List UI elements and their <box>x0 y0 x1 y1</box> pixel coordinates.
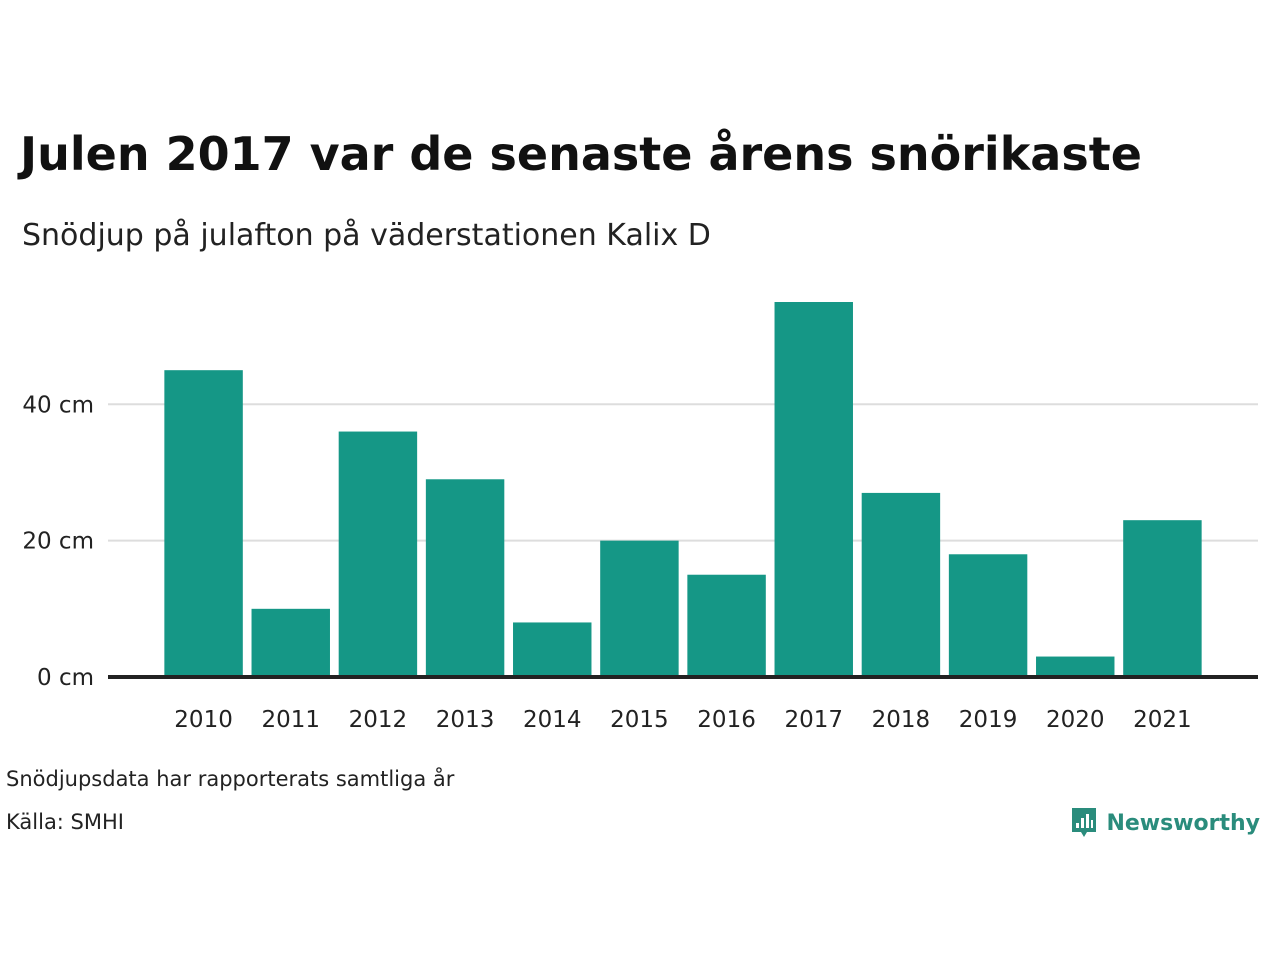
axes: 0 cm 20 cm 40 cm 2010 2011 2012 2013 2014 2015 20… <box>22 392 1258 733</box>
newsworthy-logo: Newsworthy <box>1070 806 1260 840</box>
x-tick-label: 2013 <box>436 707 495 733</box>
bar-2017 <box>774 302 853 677</box>
bar-2018 <box>861 492 941 677</box>
x-tick-label: 2018 <box>872 707 931 733</box>
logo-text: Newsworthy <box>1106 810 1260 836</box>
bar-2013 <box>425 479 505 677</box>
y-tick-label: 0 cm <box>37 665 94 691</box>
x-tick-label: 2017 <box>784 707 843 733</box>
chart-title: Julen 2017 var de senaste årens snörikas… <box>20 127 1142 181</box>
x-tick-label: 2015 <box>610 707 669 733</box>
x-tick-label: 2011 <box>261 707 320 733</box>
bar-2014 <box>513 622 592 677</box>
bar-2019 <box>948 554 1028 677</box>
bar-chart-speech-bubble-icon <box>1072 808 1097 837</box>
chart-subtitle: Snödjup på julafton på väderstationen Ka… <box>22 218 711 253</box>
source-note: Källa: SMHI <box>6 810 124 834</box>
bar-2010 <box>164 370 243 677</box>
footnote: Snödjupsdata har rapporterats samtliga å… <box>6 767 455 791</box>
x-tick-label: 2012 <box>349 707 408 733</box>
x-tick-label: 2021 <box>1133 707 1192 733</box>
y-tick-label: 20 cm <box>22 529 94 555</box>
x-tick-label: 2019 <box>959 707 1018 733</box>
x-tick-label: 2016 <box>697 707 756 733</box>
x-tick-label: 2010 <box>174 707 233 733</box>
x-tick-label: 2020 <box>1046 707 1105 733</box>
bar-2015 <box>600 540 679 677</box>
x-tick-label: 2014 <box>523 707 582 733</box>
y-tick-label: 40 cm <box>22 392 94 418</box>
bar-2021 <box>1123 520 1202 677</box>
bar-2016 <box>687 574 766 677</box>
bar-2020 <box>1036 656 1115 677</box>
bar-chart: 0 cm 20 cm 40 cm 2010 2011 2012 2013 2014 2015 20… <box>22 302 1258 733</box>
bar-2012 <box>338 431 418 677</box>
grid-lines <box>108 403 1258 542</box>
bar-2011 <box>251 608 330 677</box>
bars <box>164 302 1202 677</box>
